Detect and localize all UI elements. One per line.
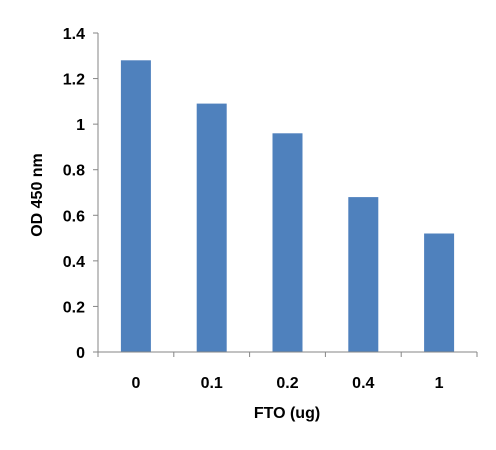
x-axis-title: FTO (ug): [254, 405, 320, 422]
x-tick-label: 1: [435, 375, 444, 392]
bar-0.4: [348, 197, 379, 352]
y-tick-label: 0.2: [63, 299, 85, 316]
y-ticks-group: 0 0.2 0.4 0.6 0.8 1 1.2 1.4: [63, 26, 98, 362]
y-tick-label: 0.4: [63, 254, 85, 271]
x-ticks-group: 0 0.1 0.2 0.4 1: [97, 352, 478, 392]
y-tick-label: 1.2: [63, 72, 85, 89]
y-tick-label: 0.8: [63, 163, 85, 180]
bars-group: [120, 60, 455, 353]
y-tick-label: 1.4: [63, 26, 85, 43]
axes-group: [97, 33, 477, 353]
bar-0.1: [196, 103, 227, 352]
x-tick-label: 0.1: [201, 375, 223, 392]
x-tick-label: 0.4: [352, 375, 374, 392]
x-tick-label: 0.2: [276, 375, 298, 392]
bar-0: [120, 60, 151, 353]
bar-0.2: [272, 133, 303, 352]
y-tick-label: 0.6: [63, 208, 85, 225]
bar-1: [424, 233, 455, 352]
y-axis-title: OD 450 nm: [29, 153, 46, 237]
y-tick-label: 0: [76, 345, 85, 362]
y-tick-label: 1: [76, 117, 85, 134]
x-tick-label: 0: [131, 375, 140, 392]
